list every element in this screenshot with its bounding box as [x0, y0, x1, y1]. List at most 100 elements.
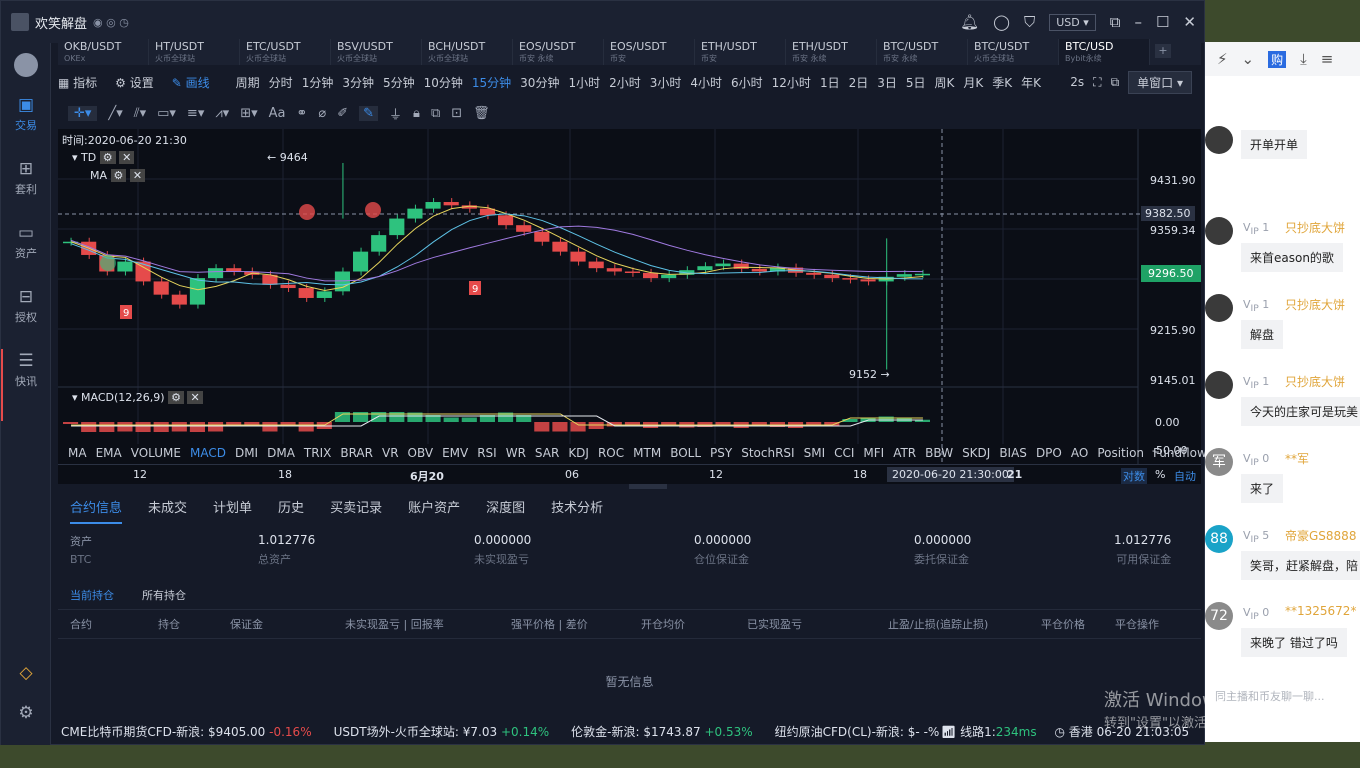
indicator-option[interactable]: PSY — [710, 446, 733, 460]
panel-tab[interactable]: 历史 — [278, 501, 305, 516]
chat-input-hint[interactable]: 同主播和币友聊一聊... — [1215, 690, 1325, 703]
panel-tab[interactable]: 技术分析 — [551, 501, 604, 516]
line-tool-icon[interactable]: ╱▾ — [108, 105, 123, 121]
symbol-tab[interactable]: BCH/USDT 火币全球站 — [422, 39, 513, 65]
trash-tool-icon[interactable]: 🗑︎ — [473, 105, 490, 121]
indicator-option[interactable]: ROC — [597, 446, 625, 460]
pattern-tool-icon[interactable]: ⊞▾ — [240, 105, 258, 121]
refresh-rate[interactable]: 2s — [1070, 75, 1085, 89]
avatar[interactable] — [1205, 217, 1233, 245]
indicator-option[interactable]: BOLL — [670, 446, 702, 460]
screenshot-tool-icon[interactable]: ⊡ — [451, 105, 463, 121]
close-icon[interactable]: ✕ — [1183, 13, 1196, 31]
avatar[interactable]: 88 — [1205, 525, 1233, 553]
symbol-tab[interactable]: BTC/USDT 火币全球站 — [968, 39, 1059, 65]
eraser-tool-icon[interactable]: ⌀ — [318, 105, 327, 121]
indicator-option[interactable]: VOLUME — [130, 446, 181, 460]
panel-tab[interactable]: 深度图 — [486, 501, 526, 516]
symbol-tab[interactable]: OKB/USDT OKEx — [58, 39, 149, 65]
indicator-option[interactable]: DPO — [1035, 446, 1062, 460]
current-positions-tab[interactable]: 当前持仓 — [70, 589, 114, 602]
lock-tool-icon[interactable]: 🔒︎ — [413, 105, 420, 121]
avatar[interactable] — [1205, 126, 1233, 154]
panel-tab[interactable]: 买卖记录 — [330, 501, 383, 516]
sidebar-item-assets[interactable]: ▭ 资产 — [1, 223, 51, 261]
chat-username[interactable]: **军 — [1285, 452, 1310, 466]
interval-option[interactable]: 1日 — [819, 75, 840, 90]
indicator-option[interactable]: OBV — [407, 446, 434, 460]
add-tab-icon[interactable]: + — [1155, 44, 1171, 58]
symbol-tab[interactable]: EOS/USDT 币安 永续 — [513, 39, 604, 65]
menu-icon[interactable]: ≡ — [1320, 50, 1334, 68]
avatar[interactable]: 72 — [1205, 602, 1233, 630]
indicator-option[interactable]: CCI — [834, 446, 855, 460]
auto-scale-toggle[interactable]: 自动 — [1174, 470, 1196, 483]
sidebar-item-trade[interactable]: ▣ 交易 — [1, 95, 51, 133]
lightning-icon[interactable]: ⚡ — [1217, 50, 1228, 68]
symbol-tab[interactable]: ETC/USDT 火币全球站 — [240, 39, 331, 65]
download-icon[interactable]: ⤓ — [1300, 50, 1307, 68]
wave-tool-icon[interactable]: ⩘▾ — [215, 105, 230, 121]
chat-username[interactable]: 帝豪GS8888 — [1285, 529, 1357, 543]
minimize-icon[interactable]: – — [1134, 13, 1142, 31]
chevron-down-icon[interactable]: ⌄ — [1241, 50, 1255, 68]
indicator-option[interactable]: MA — [68, 446, 87, 460]
window-mode-select[interactable]: 单窗口 ▾ — [1128, 70, 1192, 94]
diamond-icon[interactable]: ◇ — [19, 663, 33, 683]
interval-option[interactable]: 4小时 — [690, 75, 723, 90]
indicator-option[interactable]: KDJ — [568, 446, 589, 460]
ruler-tool-icon[interactable]: ✐ — [337, 105, 349, 121]
chat-username[interactable]: 只抄底大饼 — [1285, 221, 1346, 235]
user-avatar-icon[interactable] — [11, 13, 29, 31]
indicator-option[interactable]: AO — [1070, 446, 1089, 460]
indicator-option[interactable]: BBW — [925, 446, 954, 460]
symbol-tab[interactable]: EOS/USDT 币安 — [604, 39, 695, 65]
interval-option[interactable]: 3分钟 — [342, 75, 374, 90]
collapse-handle[interactable] — [629, 484, 667, 490]
all-positions-tab[interactable]: 所有持仓 — [142, 589, 186, 602]
indicator-option[interactable]: MTM — [633, 446, 662, 460]
interval-option[interactable]: 季K — [992, 75, 1013, 90]
symbol-tab[interactable]: BTC/USDT 币安 永续 — [877, 39, 968, 65]
indicator-option[interactable]: DMI — [234, 446, 259, 460]
interval-option[interactable]: 6小时 — [731, 75, 763, 90]
settings-button[interactable]: ⚙ 设置 — [115, 75, 154, 90]
interval-option[interactable]: 3日 — [877, 75, 897, 90]
indicator-button[interactable]: ▦ 指标 — [58, 75, 98, 90]
symbol-tab[interactable]: ETH/USDT 币安 — [695, 39, 786, 65]
interval-option[interactable]: 月K — [963, 75, 984, 90]
fib-tool-icon[interactable]: ≡▾ — [186, 105, 205, 121]
panel-tab[interactable]: 合约信息 — [70, 497, 123, 524]
indicator-option[interactable]: ATR — [893, 446, 917, 460]
indicator-option[interactable]: VR — [381, 446, 399, 460]
crosshair-tool-icon[interactable]: ✛▾ — [68, 105, 98, 121]
copy-tool-icon[interactable]: ⧉ — [430, 105, 441, 121]
rect-tool-icon[interactable]: ▭▾ — [157, 105, 176, 121]
popout-icon[interactable]: ⧉ — [1109, 13, 1121, 31]
measure-tool-icon[interactable]: ⏚ — [389, 107, 403, 123]
bell-icon[interactable]: 🔔︎ — [960, 13, 980, 31]
ticker-item[interactable]: 伦敦金-新浪: $1743.87 +0.53% — [571, 724, 753, 739]
chat-username[interactable]: 只抄底大饼 — [1285, 375, 1346, 389]
ticker-item[interactable]: USDT场外-火币全球站: ¥7.03 +0.14% — [333, 724, 550, 739]
chat-username[interactable]: 只抄底大饼 — [1285, 298, 1346, 312]
maximize-icon[interactable]: ☐ — [1155, 13, 1170, 31]
snapshot-icon[interactable]: ⧉ — [1110, 74, 1120, 89]
symbol-tab[interactable]: HT/USDT 火币全球站 — [149, 39, 240, 65]
chat-icon[interactable]: ◯ — [993, 13, 1010, 31]
indicator-option[interactable]: RSI — [477, 446, 497, 460]
indicator-option[interactable]: EMV — [442, 446, 469, 460]
interval-option[interactable]: 5日 — [905, 75, 926, 90]
log-scale-toggle[interactable]: 对数 — [1121, 468, 1147, 484]
interval-option[interactable]: 12小时 — [771, 75, 811, 90]
magnet-tool-icon[interactable]: ⚭ — [296, 105, 308, 121]
panel-tab[interactable]: 账户资产 — [408, 501, 461, 516]
sidebar-item-news[interactable]: ☰ 快讯 — [1, 351, 51, 389]
indicator-option[interactable]: MFI — [863, 446, 885, 460]
currency-select[interactable]: USD ▾ — [1049, 13, 1096, 31]
indicator-option[interactable]: SMI — [803, 446, 826, 460]
interval-option[interactable]: 年K — [1021, 75, 1041, 90]
indicator-option[interactable]: DMA — [267, 446, 295, 460]
interval-option[interactable]: 15分钟 — [471, 75, 512, 90]
